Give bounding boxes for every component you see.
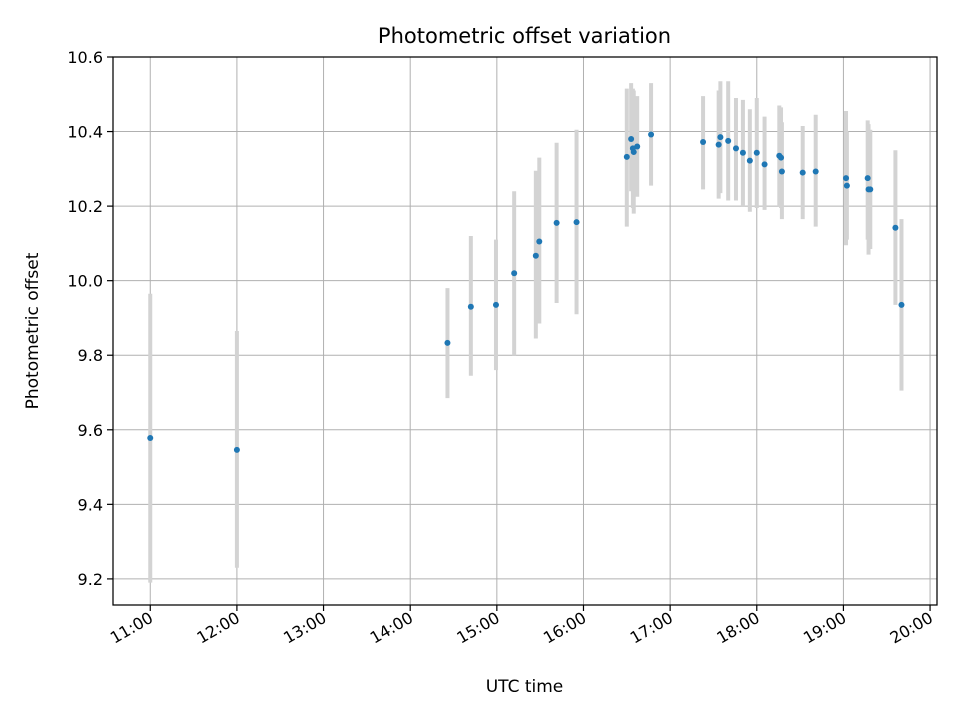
- x-tick-label: 12:00: [193, 608, 242, 648]
- data-point: [864, 175, 871, 182]
- x-tick-label: 16:00: [540, 608, 589, 648]
- plot-frame: [112, 56, 938, 606]
- data-point: [761, 161, 768, 168]
- data-point: [898, 301, 905, 308]
- data-point: [867, 186, 874, 193]
- data-point: [843, 182, 850, 189]
- data-point: [732, 145, 739, 152]
- data-point: [536, 238, 543, 245]
- data-point: [492, 301, 499, 308]
- data-point: [648, 131, 655, 138]
- data-point: [843, 175, 850, 182]
- y-tick-label: 9.4: [78, 495, 103, 514]
- x-tick-label: 13:00: [280, 608, 329, 648]
- data-point: [628, 136, 635, 143]
- y-tick-label: 9.8: [78, 346, 103, 365]
- data-points: [147, 131, 905, 453]
- ticks: 11:00 12:00 13:00 14:00 15:00 16:00 17:00 18:00…: [67, 48, 936, 648]
- data-point: [634, 143, 641, 150]
- y-axis-label: Photometric offset: [23, 252, 43, 409]
- data-point: [753, 149, 760, 156]
- data-point: [511, 270, 518, 277]
- data-point: [725, 137, 732, 144]
- x-tick-label: 18:00: [713, 608, 762, 648]
- y-tick-label: 10.4: [67, 123, 103, 142]
- chart-title: Photometric offset variation: [378, 24, 671, 48]
- data-point: [739, 149, 746, 156]
- data-point: [717, 134, 724, 141]
- x-tick-label: 17:00: [627, 608, 676, 648]
- data-point: [892, 224, 899, 231]
- data-point: [573, 219, 580, 226]
- data-point: [553, 219, 560, 226]
- data-point: [700, 138, 707, 145]
- data-point: [799, 169, 806, 176]
- x-axis-label: UTC time: [486, 677, 564, 697]
- y-tick-label: 9.6: [78, 421, 103, 440]
- data-point: [812, 168, 819, 175]
- data-point: [778, 168, 785, 175]
- data-point: [147, 434, 154, 441]
- data-point: [778, 154, 785, 161]
- data-point: [467, 303, 474, 310]
- x-tick-label: 15:00: [453, 608, 502, 648]
- x-tick-label: 19:00: [800, 608, 849, 648]
- x-tick-label: 11:00: [107, 608, 156, 648]
- y-tick-label: 9.2: [78, 570, 103, 589]
- y-tick-label: 10.6: [67, 48, 103, 67]
- data-point: [746, 157, 753, 164]
- data-point: [715, 141, 722, 148]
- data-point: [630, 149, 637, 156]
- data-point: [233, 446, 240, 453]
- y-tick-label: 10.0: [67, 272, 103, 291]
- data-point: [444, 339, 451, 346]
- data-point: [623, 153, 630, 160]
- y-tick-label: 10.2: [67, 197, 103, 216]
- data-point: [532, 252, 539, 259]
- x-tick-label: 20:00: [887, 608, 936, 648]
- x-tick-label: 14:00: [367, 608, 416, 648]
- error-bars: [148, 81, 904, 583]
